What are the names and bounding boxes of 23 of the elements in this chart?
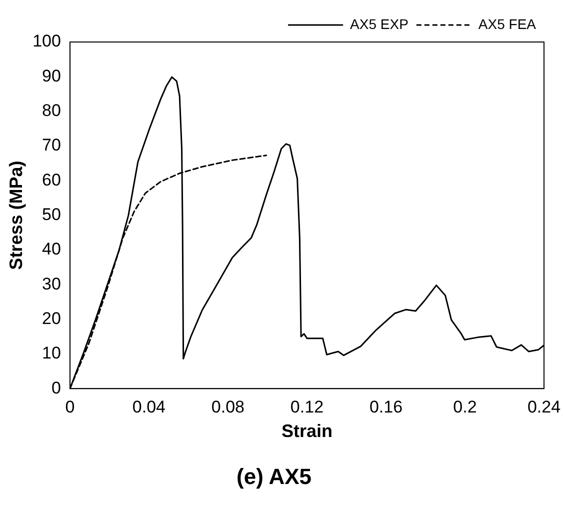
legend-label: AX5 FEA (478, 16, 537, 32)
y-tick-label: 20 (42, 308, 61, 328)
x-tick-label: 0.24 (527, 397, 561, 416)
y-tick-label: 90 (42, 66, 61, 86)
y-tick-label: 60 (42, 170, 61, 190)
y-tick-label: 70 (42, 136, 61, 155)
y-tick-label: 30 (42, 274, 61, 294)
legend-label: AX5 EXP (350, 16, 408, 32)
y-tick-label: 40 (42, 240, 61, 259)
y-tick-label: 10 (42, 344, 61, 363)
x-tick-label: 0.04 (132, 397, 166, 416)
y-axis-title: Stress (MPa) (6, 160, 26, 270)
y-tick-label: 80 (42, 101, 61, 120)
x-tick-label: 0.16 (369, 397, 403, 416)
x-tick-label: 0.12 (290, 397, 324, 416)
x-tick-label: 0.2 (453, 397, 477, 416)
y-tick-label: 50 (42, 204, 61, 224)
y-tick-label: 100 (32, 32, 61, 51)
x-tick-label: 0 (65, 397, 75, 416)
y-tick-label: 0 (51, 378, 61, 398)
x-tick-label: 0.08 (211, 397, 245, 416)
text: (e) AX5 (236, 464, 312, 489)
x-axis-title: Strain (281, 420, 332, 441)
